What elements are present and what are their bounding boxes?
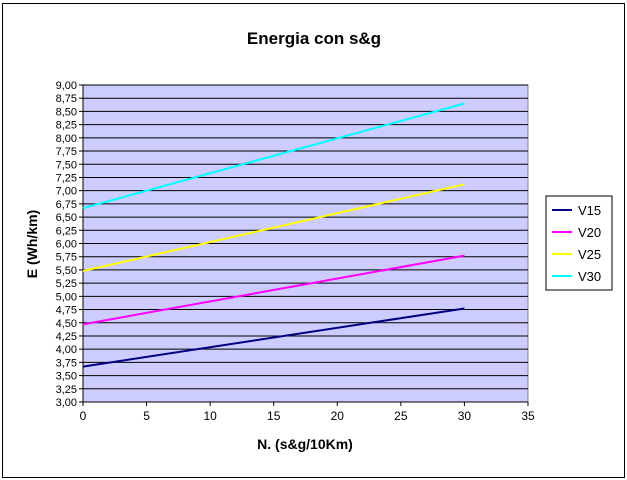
series-lines bbox=[82, 102, 465, 368]
y-tick-label: 4,50 bbox=[56, 318, 77, 330]
y-tick-label: 4,25 bbox=[56, 331, 77, 343]
legend-label: V20 bbox=[578, 225, 601, 240]
y-tick-label: 4,00 bbox=[56, 344, 77, 356]
y-tick-label: 4,75 bbox=[56, 305, 77, 317]
y-tick-label: 3,75 bbox=[56, 357, 77, 369]
y-tick-label: 5,50 bbox=[56, 265, 77, 277]
y-axis-tick-labels: 3,003,253,50 3,754,004,254,504,75 5,005,25… bbox=[56, 80, 83, 409]
y-tick-label: 6,75 bbox=[56, 199, 77, 211]
y-tick-label: 3,50 bbox=[56, 371, 77, 383]
series-line-v15 bbox=[82, 307, 465, 368]
y-tick-label: 9,00 bbox=[56, 80, 77, 92]
x-tick-label: 35 bbox=[521, 409, 535, 423]
y-axis-label: E (Wh/km) bbox=[24, 210, 40, 278]
x-tick-label: 10 bbox=[203, 409, 217, 423]
x-tick-label: 25 bbox=[394, 409, 408, 423]
y-tick-label: 8,00 bbox=[56, 133, 77, 145]
y-tick-label: 6,50 bbox=[56, 212, 77, 224]
y-tick-label: 7,75 bbox=[56, 146, 77, 158]
series-line-v20 bbox=[82, 254, 465, 326]
y-tick-label: 3,25 bbox=[56, 384, 77, 396]
legend-label: V15 bbox=[578, 203, 601, 218]
x-axis-label: N. (s&g/10Km) bbox=[257, 436, 353, 452]
y-tick-label: 8,75 bbox=[56, 93, 77, 105]
x-tick-label: 0 bbox=[80, 409, 87, 423]
legend-label: V30 bbox=[578, 269, 601, 284]
y-tick-label: 5,75 bbox=[56, 252, 77, 264]
y-tick-label: 5,25 bbox=[56, 278, 77, 290]
legend: V15 V20 V25 V30 bbox=[545, 195, 613, 291]
x-axis-tick-labels: 0 5 10 15 20 25 30 35 bbox=[80, 402, 535, 423]
y-tick-label: 3,00 bbox=[56, 397, 77, 409]
gridlines bbox=[82, 84, 528, 403]
y-tick-label: 6,00 bbox=[56, 239, 77, 251]
chart-title: Energia con s&g bbox=[247, 29, 381, 48]
y-tick-label: 8,50 bbox=[56, 106, 77, 118]
series-line-v30 bbox=[82, 102, 465, 210]
y-tick-label: 5,00 bbox=[56, 291, 77, 303]
legend-label: V25 bbox=[578, 247, 601, 262]
legend-box bbox=[545, 195, 613, 291]
y-tick-label: 8,25 bbox=[56, 120, 77, 132]
y-tick-label: 6,25 bbox=[56, 225, 77, 237]
y-tick-label: 7,00 bbox=[56, 186, 77, 198]
y-tick-label: 7,25 bbox=[56, 172, 77, 184]
series-line-v25 bbox=[82, 183, 465, 272]
x-tick-label: 20 bbox=[331, 409, 345, 423]
y-tick-label: 7,50 bbox=[56, 159, 77, 171]
x-tick-label: 5 bbox=[143, 409, 150, 423]
x-tick-label: 15 bbox=[267, 409, 281, 423]
x-tick-label: 30 bbox=[458, 409, 472, 423]
